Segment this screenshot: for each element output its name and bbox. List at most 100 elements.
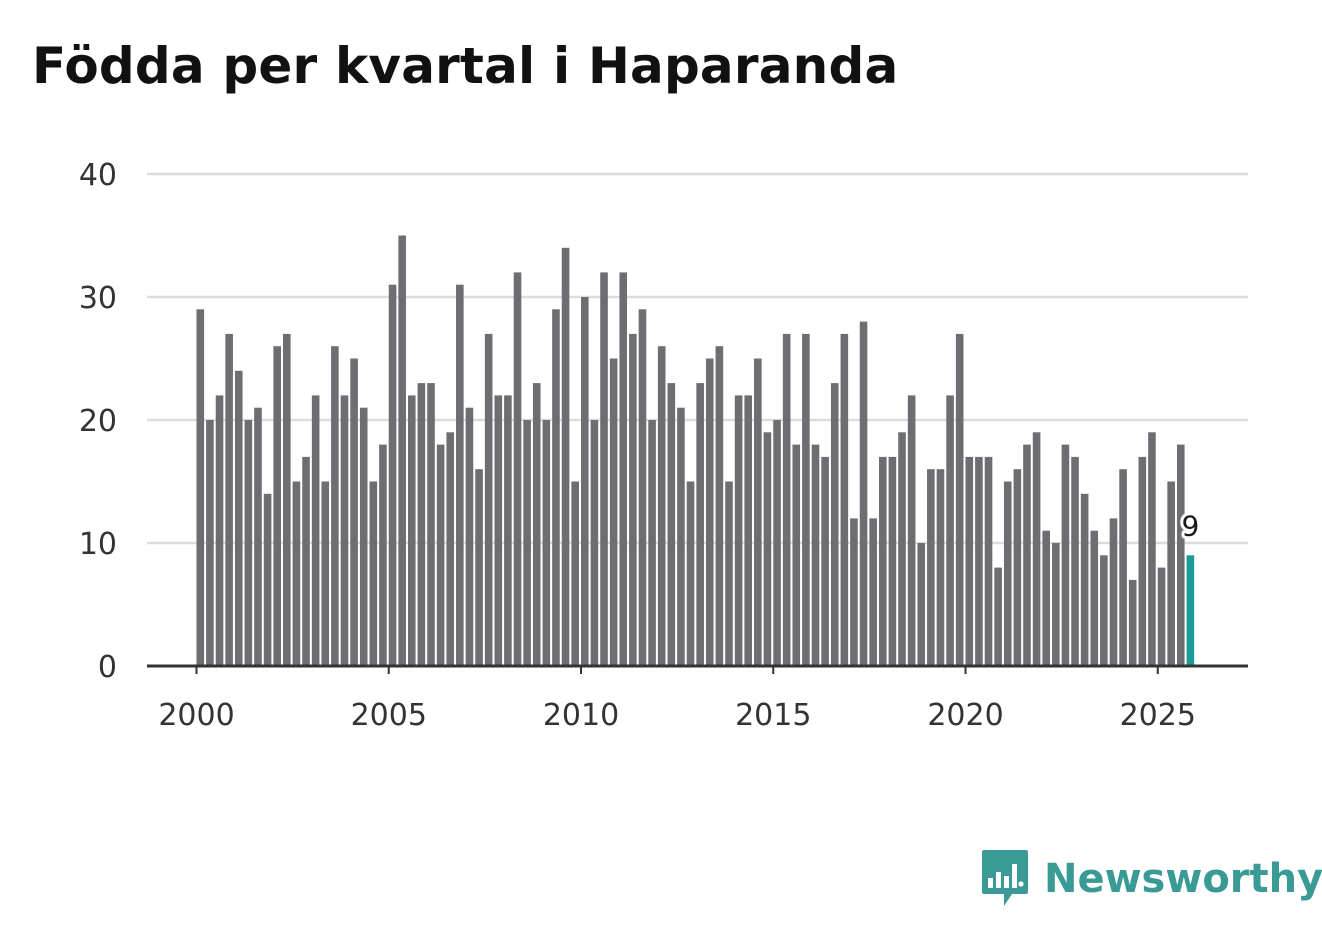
- bar: [802, 333, 810, 666]
- bar: [340, 395, 349, 666]
- bar: [677, 407, 685, 666]
- bar: [359, 407, 368, 666]
- bar: [1042, 530, 1050, 666]
- bar: [331, 346, 339, 666]
- bar: [734, 395, 743, 666]
- x-tick-label: 2015: [735, 698, 811, 733]
- bar: [513, 272, 522, 666]
- y-tick-label: 30: [79, 281, 117, 316]
- bars: [196, 235, 1195, 667]
- bar: [475, 469, 483, 666]
- bar: [1013, 469, 1022, 666]
- bar: [917, 543, 926, 666]
- bar: [638, 309, 647, 666]
- bar: [936, 469, 945, 666]
- bar: [1080, 493, 1089, 666]
- newsworthy-logo-text: Newsworthy: [1044, 856, 1322, 902]
- bar: [869, 518, 877, 666]
- bar: [696, 383, 704, 666]
- bar: [878, 456, 887, 666]
- bar-highlighted: [1186, 555, 1195, 666]
- bar: [532, 383, 541, 666]
- x-tick-label: 2020: [927, 698, 1003, 733]
- bar: [292, 481, 301, 666]
- bar: [705, 358, 714, 666]
- y-tick-label: 10: [79, 527, 117, 562]
- bar: [407, 395, 416, 666]
- bar: [1176, 444, 1185, 666]
- bar: [1100, 555, 1108, 666]
- bar: [196, 309, 205, 666]
- bar: [888, 456, 897, 666]
- bar: [629, 333, 637, 666]
- bar: [725, 481, 733, 666]
- bar: [859, 321, 868, 666]
- bar: [417, 383, 426, 666]
- bar: [975, 456, 983, 666]
- bar: [821, 456, 829, 666]
- x-tick-label: 2010: [543, 698, 619, 733]
- bar: [715, 346, 724, 666]
- bar: [763, 432, 772, 666]
- bar: [773, 420, 781, 666]
- axes: [147, 664, 1248, 674]
- bar: [215, 395, 224, 666]
- bar: [436, 444, 445, 666]
- highlight-value-label: 9: [1181, 509, 1199, 542]
- y-tick-label: 20: [79, 404, 117, 439]
- bar: [263, 493, 272, 666]
- bar: [946, 395, 954, 666]
- bar: [542, 420, 551, 666]
- bar: [302, 456, 310, 666]
- bar: [657, 346, 666, 666]
- y-tick-label: 0: [98, 650, 117, 685]
- bar: [984, 456, 993, 666]
- bar: [225, 333, 233, 666]
- bar: [686, 481, 695, 666]
- bar: [350, 358, 358, 666]
- bar: [1003, 481, 1012, 666]
- bar: [744, 395, 753, 666]
- bar: [523, 420, 531, 666]
- bar: [1061, 444, 1070, 666]
- bar: [311, 395, 320, 666]
- bar: [1090, 530, 1099, 666]
- bar: [907, 395, 916, 666]
- x-tick-label: 2000: [158, 698, 234, 733]
- bar: [648, 420, 656, 666]
- bar: [609, 358, 618, 666]
- chart-title: Födda per kvartal i Haparanda: [32, 37, 899, 95]
- bar: [667, 383, 676, 666]
- bar: [830, 383, 839, 666]
- bar: [1071, 456, 1079, 666]
- bar: [792, 444, 801, 666]
- bar: [1032, 432, 1041, 666]
- bar: [427, 383, 435, 666]
- bar: [927, 469, 935, 666]
- bar: [494, 395, 503, 666]
- bar: [234, 370, 243, 666]
- x-tick-label: 2025: [1120, 698, 1196, 733]
- bar: [1109, 518, 1118, 666]
- bar: [369, 481, 378, 666]
- bar: [273, 346, 281, 666]
- bar: [965, 456, 974, 666]
- bar: [581, 297, 589, 666]
- bar: [994, 567, 1002, 666]
- bar: [561, 247, 570, 667]
- bar: [1119, 469, 1127, 666]
- bar: [1138, 456, 1147, 666]
- bar: [504, 395, 512, 666]
- bar: [321, 481, 330, 666]
- bar: [1128, 579, 1137, 666]
- bar: [850, 518, 858, 666]
- bar: [590, 420, 599, 666]
- bar: [1023, 444, 1031, 666]
- y-tick-label: 40: [79, 158, 117, 193]
- bar: [1052, 543, 1060, 666]
- bar: [782, 333, 791, 666]
- bar: [619, 272, 628, 666]
- bar: [754, 358, 762, 666]
- bar: [1148, 432, 1156, 666]
